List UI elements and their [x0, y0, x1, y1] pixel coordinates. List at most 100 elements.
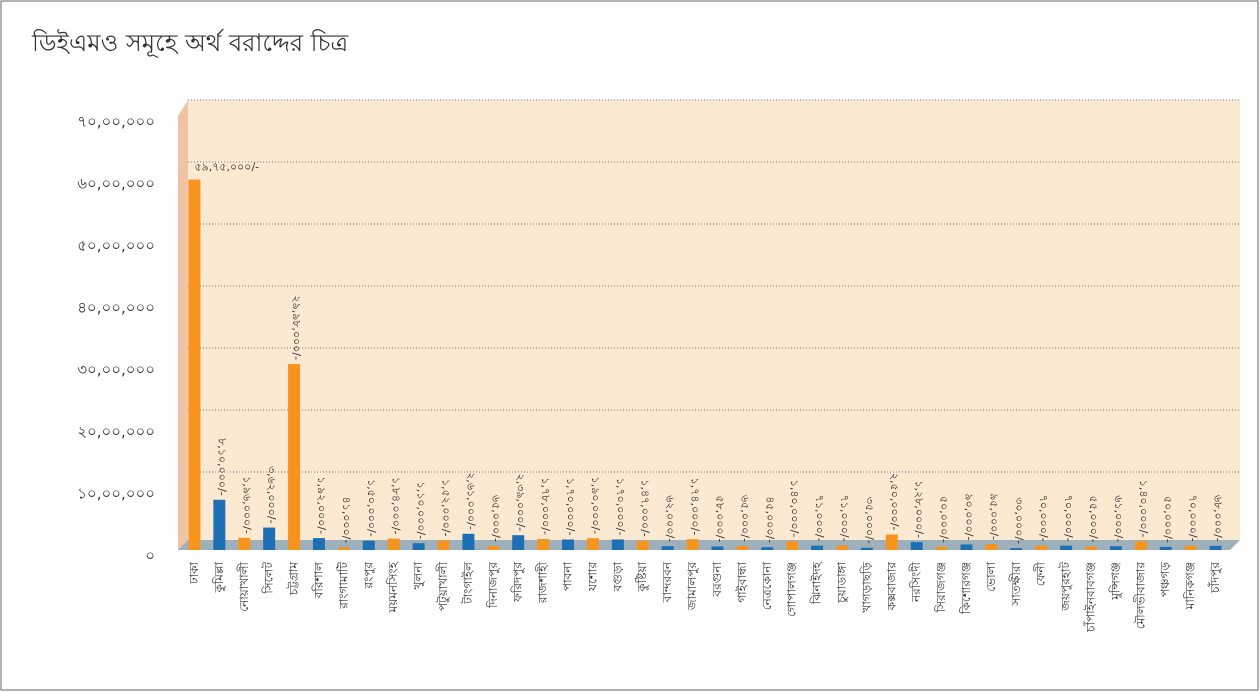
x-tick-label: রাজশাহী [536, 561, 550, 604]
bar [835, 545, 848, 550]
bar [786, 541, 799, 550]
value-label: ৩,৬২,০০০/- [265, 466, 278, 524]
x-tick-label: রংপুর [361, 562, 376, 590]
bar [1035, 545, 1048, 550]
x-tick-label: সিরাজগঞ্জ [934, 562, 948, 613]
value-label: ১,৫০,০০০/- [365, 479, 378, 537]
x-tick-label: মানিকগঞ্জ [1183, 562, 1197, 610]
value-label: ৩০,০০০/- [1012, 497, 1025, 544]
bar [860, 547, 873, 550]
x-tick-label: জামালপুর [685, 562, 700, 611]
value-label: ১,৪০,০০০/- [1137, 480, 1150, 538]
bar [711, 546, 724, 550]
x-tick-label: চুয়াডাঙ্গা [834, 561, 849, 603]
x-tick-label: বান্দরবন [660, 561, 674, 603]
value-label: ৬২,০০০/- [664, 495, 677, 542]
bar [362, 540, 375, 550]
value-label: ১,৮৪,০০০/- [390, 477, 403, 535]
x-tick-label: ময়মনসিংহ [386, 561, 400, 613]
x-tick-label: বরিশাল [311, 561, 325, 599]
bar [611, 539, 624, 550]
value-label: ৫০,০০০/- [938, 496, 951, 543]
value-label: ৭০,০০০/- [1062, 495, 1075, 542]
value-label: ১,৪৭,০০০/- [639, 479, 652, 537]
x-tick-label: কুষ্টিয়া [635, 561, 650, 592]
value-label: ২,৬১,০০০/- [464, 472, 477, 530]
bar [960, 544, 973, 550]
value-label: ৯০,০০০/- [963, 493, 976, 540]
x-tick-label: ভোলা [984, 561, 998, 591]
bar [935, 546, 948, 550]
bar [462, 533, 475, 550]
x-tick-label: চাঁদপুর [1207, 562, 1223, 594]
value-label: ৯৫,০০০/- [987, 493, 1000, 540]
y-tick-label: ২০,০০,০০০ [77, 423, 155, 441]
bar [636, 540, 649, 550]
x-tick-label: পঞ্চগড় [1158, 562, 1172, 597]
x-tick-label: খাগড়াছড়ি [859, 562, 873, 613]
value-label: ৭০,০০০/- [1037, 495, 1050, 542]
bar [1109, 546, 1122, 550]
x-tick-label: যশোর [585, 562, 599, 592]
value-label: ৭০,০০০/- [1187, 495, 1200, 542]
value-label: ১,৪০,০০০/- [788, 480, 801, 538]
value-label: ৩৫,০০০/- [863, 497, 876, 544]
y-tick-label: ৭০,০০,০০০ [77, 113, 155, 131]
bar [263, 527, 276, 550]
x-tick-label: চট্টগ্রাম [287, 562, 301, 597]
value-label: ৭১,০০০/- [838, 495, 851, 542]
y-tick-label: ৩০,০০,০০০ [77, 361, 155, 379]
x-tick-label: বগুড়া [610, 561, 624, 592]
x-tick-label: সিলেট [262, 562, 276, 595]
bar [586, 538, 599, 550]
y-tick-label: ১০,০০,০০০ [77, 485, 155, 503]
value-label: ৫৯,৭৫,০০০/- [194, 161, 259, 174]
x-tick-label: কুমিল্লা [212, 561, 227, 593]
value-label: ১,৫২,০০০/- [440, 479, 453, 537]
x-tick-label: গোপালগঞ্জ [785, 562, 799, 617]
bar [537, 538, 550, 550]
value-label: ৫৮,০০০/- [713, 495, 726, 542]
value-label: ৬৫,০০০/- [738, 495, 751, 542]
bar [387, 538, 400, 550]
x-tick-label: নরসিংদী [909, 561, 923, 603]
value-label: ৬১,০০০/- [1112, 495, 1125, 542]
bar [910, 542, 923, 550]
value-label: ১,৭০,০০০/- [564, 478, 577, 536]
value-label: ১,৯০,০০০/- [589, 477, 602, 535]
chart-title: ডিইএমও সমূহে অর্থ বরাদ্দের চিত্র [31, 28, 348, 57]
x-tick-label: খুলনা [411, 561, 426, 589]
value-label: ১,৭৪,০০০/- [689, 478, 702, 536]
y-tick-label: ০ [145, 547, 155, 565]
x-tick-label: পটুয়াখালী [436, 561, 451, 611]
x-tick-label: টাংগাইল [461, 561, 475, 605]
x-tick-label: ফরিদপুর [511, 562, 526, 603]
bar [312, 538, 325, 550]
value-label: ৭১,০০০/- [813, 495, 826, 542]
bar [811, 545, 824, 550]
x-tick-label: নোয়াখালী [237, 561, 251, 611]
bar [188, 179, 201, 551]
x-tick-label: রাংগামাটি [336, 562, 350, 610]
value-label: ৬৮,০০০/- [1212, 495, 1225, 542]
x-tick-label: সাতক্ষীরা [1009, 561, 1023, 606]
bar [562, 539, 575, 550]
x-tick-label: ঝিনাইদহ [810, 561, 824, 605]
x-tick-label: কক্সবাজার [884, 562, 898, 612]
bar [337, 547, 350, 550]
y-tick-label: ৬০,০০,০০০ [77, 175, 155, 193]
bar [985, 544, 998, 550]
bar [238, 537, 251, 550]
bar [761, 547, 774, 550]
x-tick-label: জয়পুরহাট [1059, 562, 1074, 612]
plot-side [178, 100, 188, 550]
bar [736, 545, 749, 550]
value-label: ৪১,০০০/- [340, 497, 353, 544]
bar [686, 539, 699, 550]
x-tick-label: পাবনা [561, 561, 575, 590]
x-tick-label: দিনাজপুর [486, 562, 501, 609]
value-label: ১,৭৮,০০০/- [539, 477, 552, 535]
bar [437, 540, 450, 550]
value-label: ১,৯৬,০০০/- [240, 476, 253, 534]
